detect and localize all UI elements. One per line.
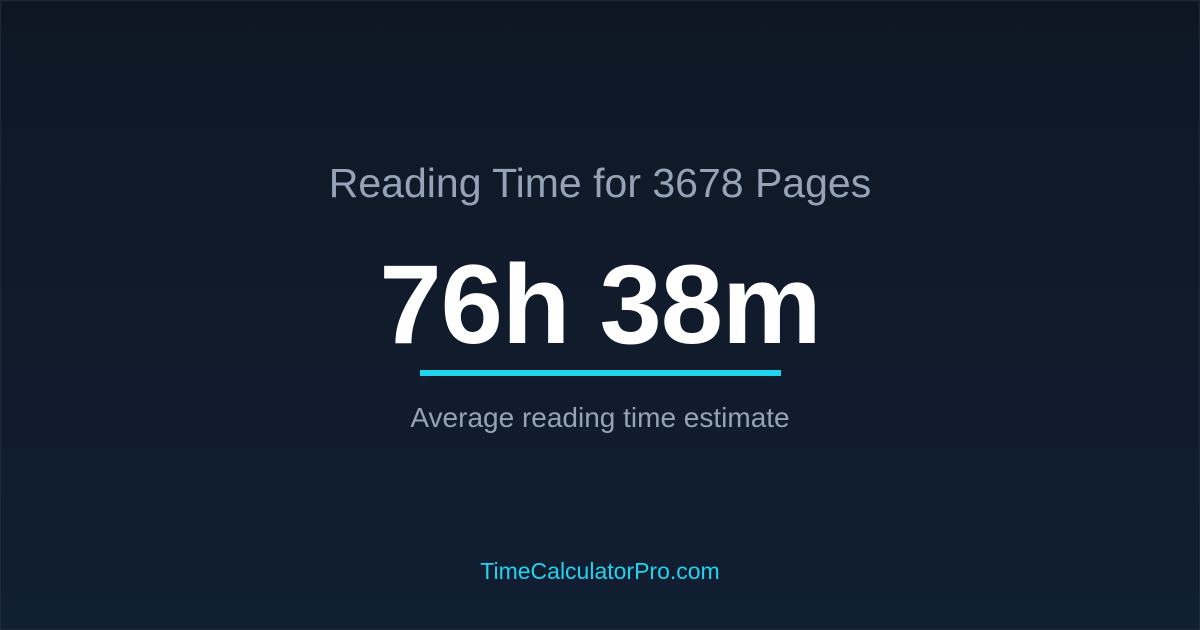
page-title: Reading Time for 3678 Pages (328, 160, 872, 206)
site-brand: TimeCalculatorPro.com (480, 558, 720, 584)
accent-underline (420, 370, 781, 376)
subtitle: Average reading time estimate (410, 402, 790, 433)
reading-time-value: 76h 38m (379, 242, 821, 367)
